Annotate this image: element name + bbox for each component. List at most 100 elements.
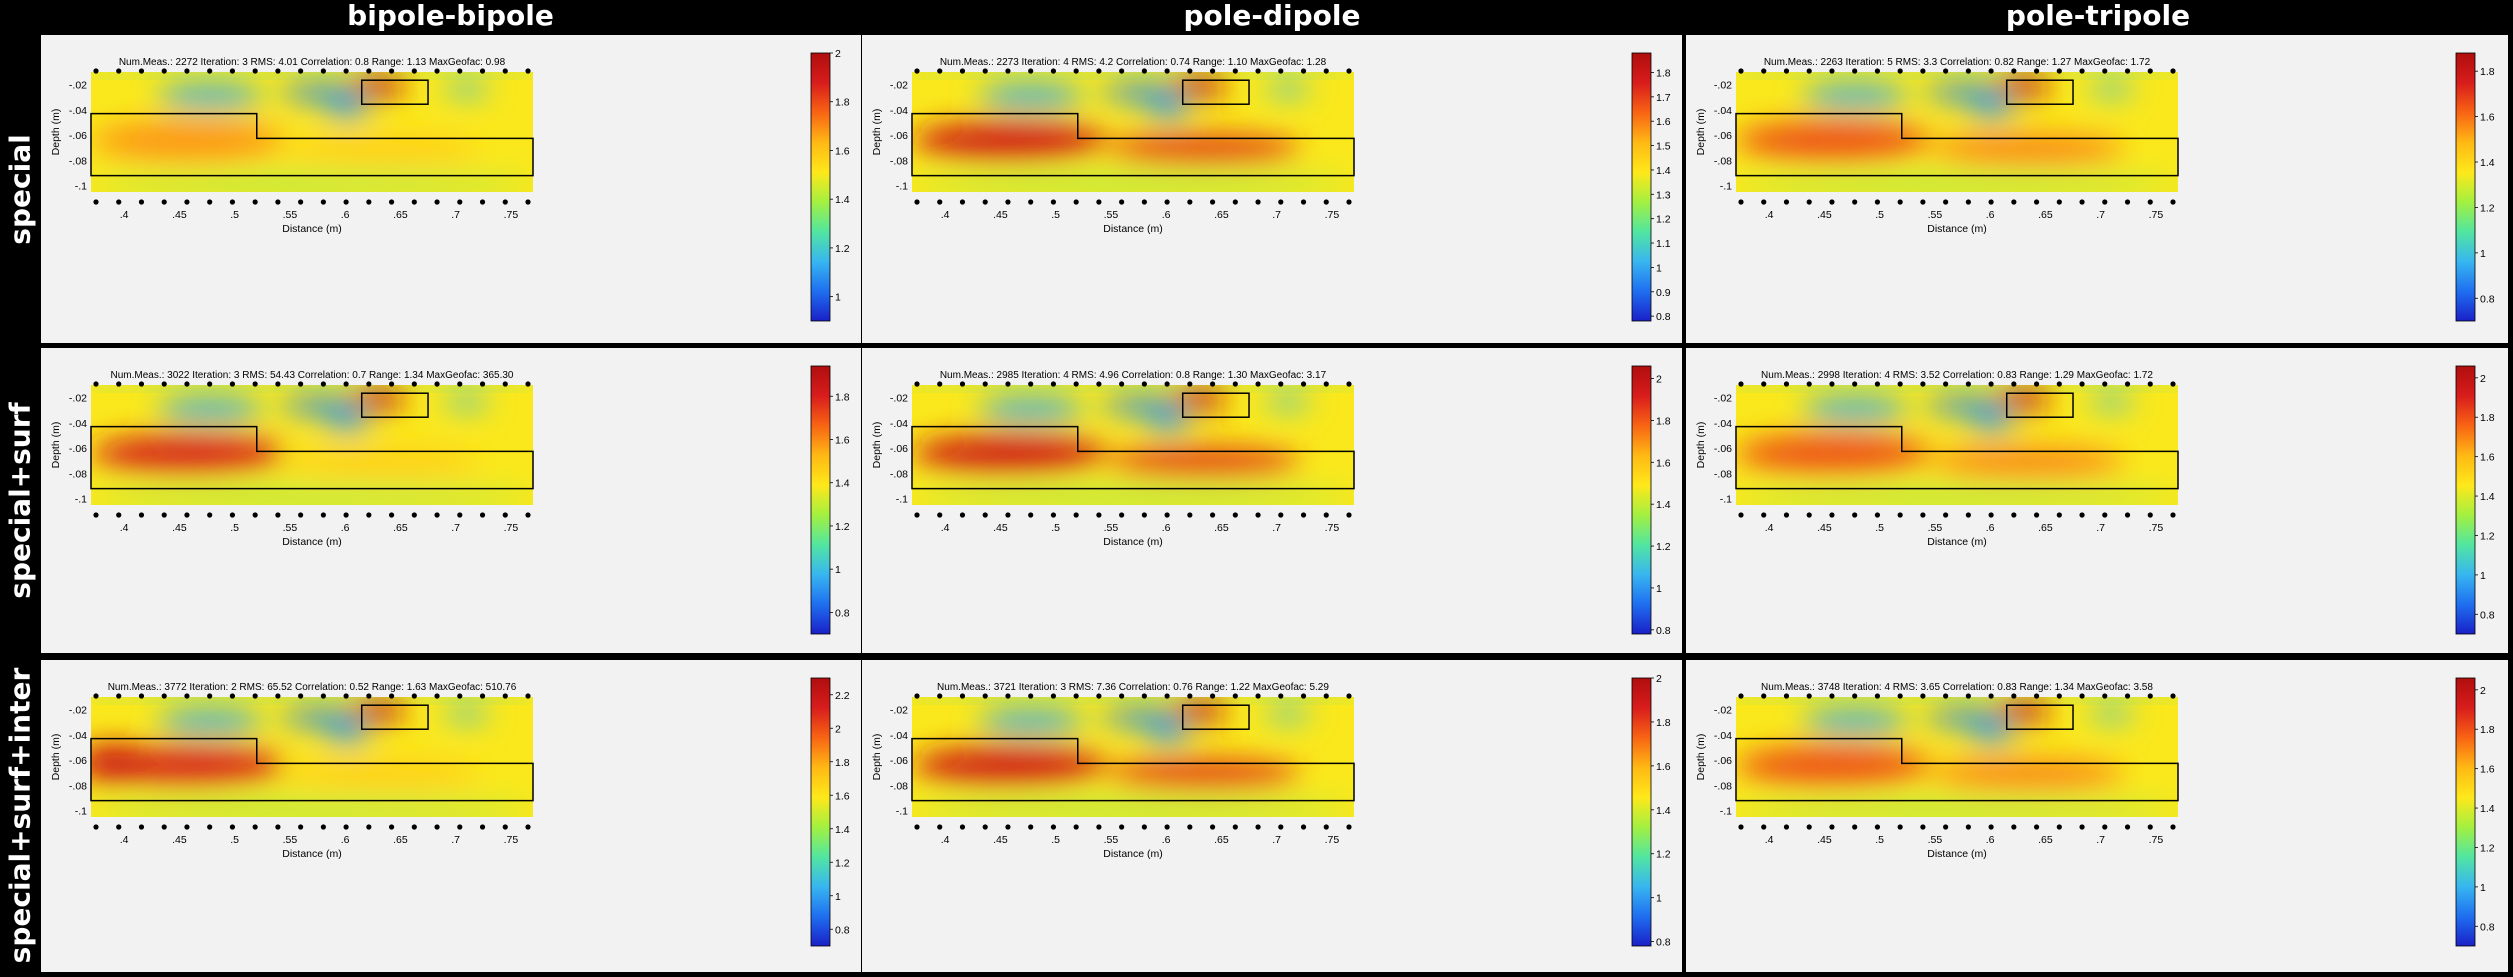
- heatmap-plot: Num.Meas.: 3772 Iteration: 2 RMS: 65.52 …: [50, 677, 850, 947]
- y-tick-label: -.06: [890, 755, 908, 767]
- colorbar-tick-label: 1.6: [1656, 761, 1671, 773]
- x-axis-label: Distance (m): [282, 848, 342, 860]
- colorbar-tick-label: 1.6: [1656, 116, 1671, 128]
- heatmap-plot: Num.Meas.: 3748 Iteration: 4 RMS: 3.65 C…: [1695, 677, 2495, 947]
- y-tick-label: -.04: [1714, 418, 1732, 430]
- colorbar-tick-label: 1.6: [2480, 452, 2495, 464]
- x-axis-label: Distance (m): [1103, 536, 1163, 548]
- y-tick-label: -.1: [1720, 494, 1732, 506]
- colorbar-tick-label: 1.5: [1656, 141, 1671, 153]
- x-tick-label: .6: [341, 834, 350, 846]
- x-tick-label: .5: [230, 834, 239, 846]
- target-outline: [911, 79, 1355, 177]
- electrode-markers: [914, 693, 1352, 830]
- x-tick-label: .65: [1214, 522, 1229, 534]
- colorbar-tick-label: 1.4: [1656, 499, 1671, 511]
- stats-line: Num.Meas.: 3748 Iteration: 4 RMS: 3.65 C…: [1761, 682, 2153, 693]
- row-label-special: special: [3, 133, 37, 245]
- y-tick-label: -.04: [890, 105, 908, 117]
- y-tick-label: -.04: [69, 730, 87, 742]
- resistivity-field: [912, 385, 1354, 505]
- y-tick-label: -.04: [890, 418, 908, 430]
- colorbar-tick-label: 1.6: [2480, 112, 2495, 124]
- y-tick-label: -.02: [890, 705, 908, 717]
- colorbar: 0.8 1 1.2 1.4 1.6 1.8 2: [2455, 677, 2495, 947]
- y-tick-label: -.02: [1714, 80, 1732, 92]
- colorbar-tick-label: 2: [835, 723, 841, 735]
- y-tick-label: -.1: [896, 806, 908, 818]
- y-tick-label: -.1: [75, 806, 87, 818]
- electrode-markers: [93, 693, 531, 830]
- target-outline: [90, 79, 534, 177]
- y-tick-label: -.1: [75, 494, 87, 506]
- colorbar: 0.8 1 1.2 1.4 1.6 1.8 2: [1631, 365, 1671, 637]
- x-tick-label: .5: [1875, 834, 1884, 846]
- colorbar-tick-label: 1.4: [835, 194, 850, 206]
- x-tick-label: .4: [941, 522, 950, 534]
- x-tick-label: .45: [993, 834, 1008, 846]
- x-tick-label: .65: [393, 209, 408, 221]
- colorbar-tick-label: 1.8: [1656, 415, 1671, 427]
- x-tick-label: .7: [2096, 209, 2105, 221]
- colorbar-tick-label: 1: [1656, 583, 1662, 595]
- colorbar-tick-label: 1: [835, 891, 841, 903]
- y-tick-label: -.06: [69, 130, 87, 142]
- y-tick-label: -.02: [1714, 393, 1732, 405]
- x-tick-label: .45: [172, 209, 187, 221]
- y-tick-label: -.02: [69, 393, 87, 405]
- column-header-bipole-bipole: bipole-bipole: [347, 0, 554, 32]
- colorbar-tick-label: 2: [1656, 673, 1662, 685]
- y-tick-label: -.08: [69, 468, 87, 480]
- y-tick-label: -.1: [75, 181, 87, 193]
- colorbar-tick-label: 0.9: [1656, 287, 1671, 299]
- heatmap-plot: Num.Meas.: 2985 Iteration: 4 RMS: 4.96 C…: [871, 365, 1671, 637]
- x-tick-label: .75: [1325, 522, 1340, 534]
- y-axis-label: Depth (m): [871, 109, 883, 156]
- y-tick-label: -.08: [69, 155, 87, 167]
- x-tick-label: .75: [504, 209, 519, 221]
- colorbar-tick-label: 0.8: [1656, 311, 1671, 323]
- column-header-pole-tripole: pole-tripole: [2005, 0, 2191, 32]
- target-outline: [1735, 392, 2179, 490]
- panel-special-surf-inter-bipole-bipole: Num.Meas.: 3772 Iteration: 2 RMS: 65.52 …: [41, 660, 861, 972]
- colorbar-tick-label: 2.2: [835, 690, 850, 702]
- x-tick-label: .7: [451, 522, 460, 534]
- colorbar-tick-label: 1.4: [835, 478, 850, 490]
- colorbar-tick-label: 1.1: [1656, 238, 1671, 250]
- panel-special-surf-pole-dipole: Num.Meas.: 2985 Iteration: 4 RMS: 4.96 C…: [862, 348, 1682, 653]
- panel-special-bipole-bipole: Num.Meas.: 2272 Iteration: 3 RMS: 4.01 C…: [41, 35, 861, 343]
- x-tick-label: .4: [941, 834, 950, 846]
- column-header-pole-dipole: pole-dipole: [1183, 0, 1361, 32]
- y-tick-label: -.08: [69, 780, 87, 792]
- x-tick-label: .45: [993, 209, 1008, 221]
- resistivity-field: [912, 72, 1354, 192]
- x-tick-label: .55: [1928, 522, 1943, 534]
- colorbar-tick-label: 1.8: [2480, 412, 2495, 424]
- colorbar-tick-label: 1: [2480, 882, 2486, 894]
- x-tick-label: .45: [1817, 834, 1832, 846]
- electrode-markers: [93, 381, 531, 518]
- x-tick-label: .55: [283, 834, 298, 846]
- panel-special-surf-pole-tripole: Num.Meas.: 2998 Iteration: 4 RMS: 3.52 C…: [1686, 348, 2508, 653]
- x-tick-label: .6: [1986, 209, 1995, 221]
- x-tick-label: .4: [120, 834, 129, 846]
- x-tick-label: .45: [1817, 522, 1832, 534]
- y-tick-label: -.06: [890, 443, 908, 455]
- colorbar-tick-label: 0.8: [835, 924, 850, 936]
- x-tick-label: .5: [1875, 522, 1884, 534]
- colorbar-tick-label: 2: [2480, 373, 2486, 385]
- y-tick-label: -.06: [1714, 130, 1732, 142]
- resistivity-field: [912, 697, 1354, 817]
- y-tick-label: -.06: [890, 130, 908, 142]
- y-axis-label: Depth (m): [50, 422, 62, 469]
- x-tick-label: .45: [172, 834, 187, 846]
- x-axis-label: Distance (m): [1927, 848, 1987, 860]
- x-tick-label: .5: [1875, 209, 1884, 221]
- y-tick-label: -.04: [1714, 105, 1732, 117]
- electrode-markers: [914, 68, 1352, 205]
- heatmap-plot: Num.Meas.: 3022 Iteration: 3 RMS: 54.43 …: [50, 365, 850, 635]
- x-tick-label: .7: [451, 209, 460, 221]
- x-tick-label: .7: [1272, 209, 1281, 221]
- colorbar: 0.8 1 1.2 1.4 1.6 1.8 2: [1631, 673, 1671, 949]
- resistivity-field: [91, 72, 533, 192]
